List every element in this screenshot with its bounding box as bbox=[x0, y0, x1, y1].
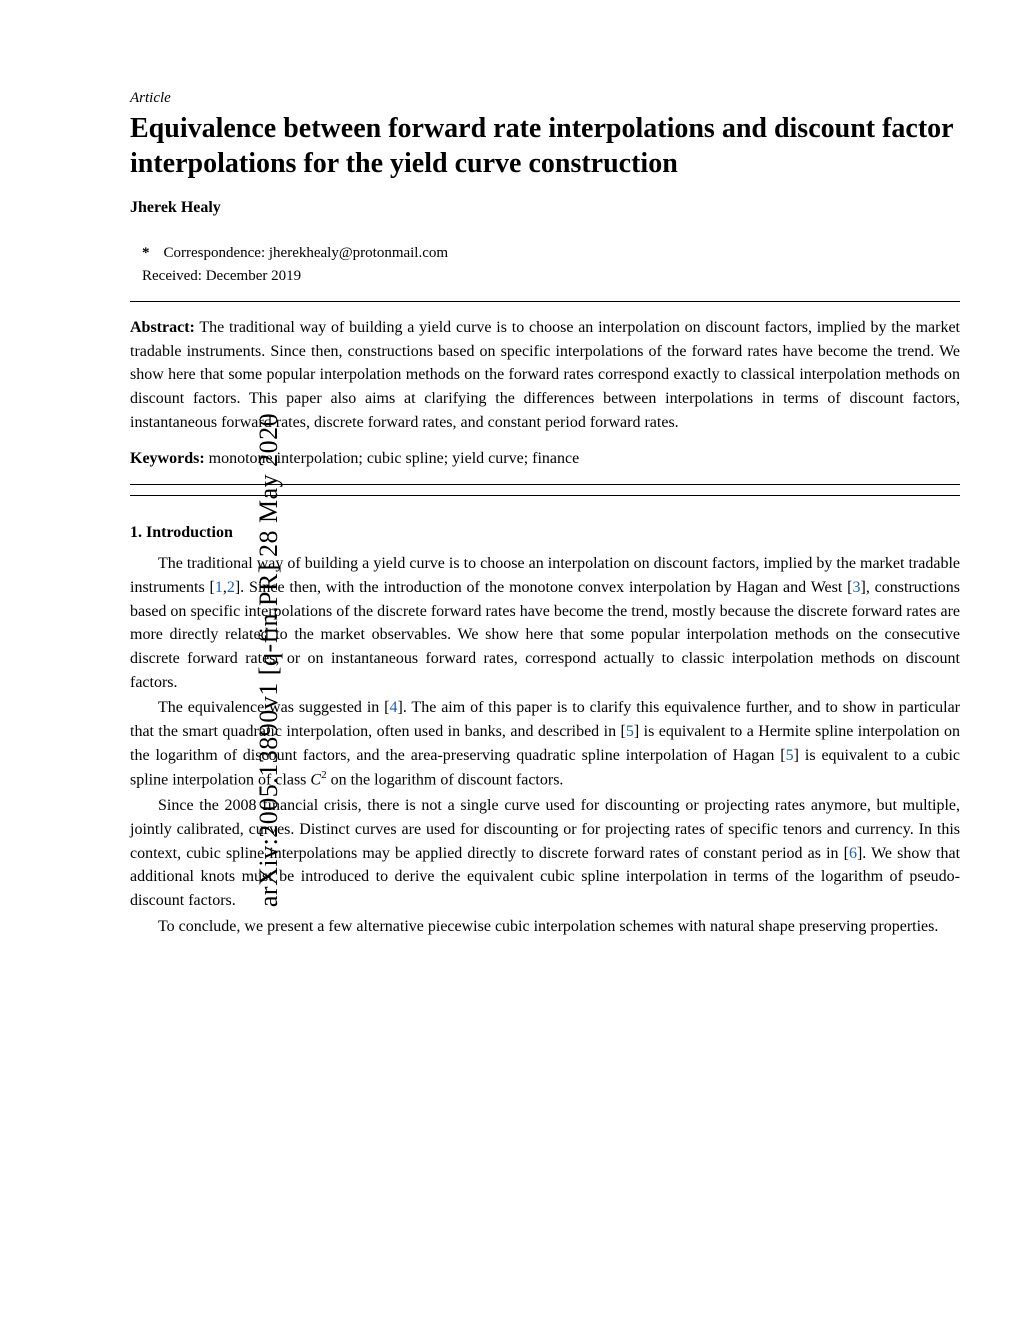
keywords-line: Keywords: monotone interpolation; cubic … bbox=[130, 450, 960, 468]
intro-para-2: The equivalence was suggested in [4]. Th… bbox=[130, 696, 960, 792]
cite-6[interactable]: 6 bbox=[849, 845, 857, 862]
c2-symbol: C bbox=[310, 772, 321, 789]
article-type-label: Article bbox=[130, 90, 960, 107]
intro-para-1: The traditional way of building a yield … bbox=[130, 552, 960, 694]
keywords-label: Keywords: bbox=[130, 450, 205, 467]
cite-5[interactable]: 5 bbox=[626, 723, 634, 740]
cite-2[interactable]: 2 bbox=[227, 579, 235, 596]
cite-4[interactable]: 4 bbox=[390, 699, 398, 716]
p1-text-c: ]. Since then, with the introduction of … bbox=[235, 579, 853, 596]
abstract-paragraph: Abstract: The traditional way of buildin… bbox=[130, 316, 960, 434]
cite-1[interactable]: 1 bbox=[215, 579, 223, 596]
correspondence-text: Correspondence: jherekhealy@protonmail.c… bbox=[164, 245, 449, 261]
intro-para-3: Since the 2008 financial crisis, there i… bbox=[130, 794, 960, 912]
abstract-body: The traditional way of building a yield … bbox=[130, 319, 960, 431]
abstract-label: Abstract: bbox=[130, 319, 195, 336]
paper-title: Equivalence between forward rate interpo… bbox=[130, 111, 960, 181]
correspondence-star: * bbox=[142, 245, 150, 261]
intro-para-4: To conclude, we present a few alternativ… bbox=[130, 915, 960, 939]
paper-content: Article Equivalence between forward rate… bbox=[130, 90, 960, 940]
p2-text-a: The equivalence was suggested in [ bbox=[158, 699, 390, 716]
divider-rule bbox=[130, 495, 960, 496]
section-1-heading: 1. Introduction bbox=[130, 524, 960, 542]
cite-5b[interactable]: 5 bbox=[786, 747, 794, 764]
p4-text: To conclude, we present a few alternativ… bbox=[158, 918, 938, 935]
keywords-text: monotone interpolation; cubic spline; yi… bbox=[205, 450, 580, 467]
p2-text-e: on the logarithm of discount factors. bbox=[327, 772, 564, 789]
abstract-block: Abstract: The traditional way of buildin… bbox=[130, 301, 960, 485]
author-name: Jherek Healy bbox=[130, 199, 960, 217]
p3-text-a: Since the 2008 financial crisis, there i… bbox=[130, 797, 960, 861]
correspondence-line: * Correspondence: jherekhealy@protonmail.… bbox=[142, 245, 960, 262]
received-date: Received: December 2019 bbox=[142, 268, 960, 285]
cite-3[interactable]: 3 bbox=[853, 579, 861, 596]
